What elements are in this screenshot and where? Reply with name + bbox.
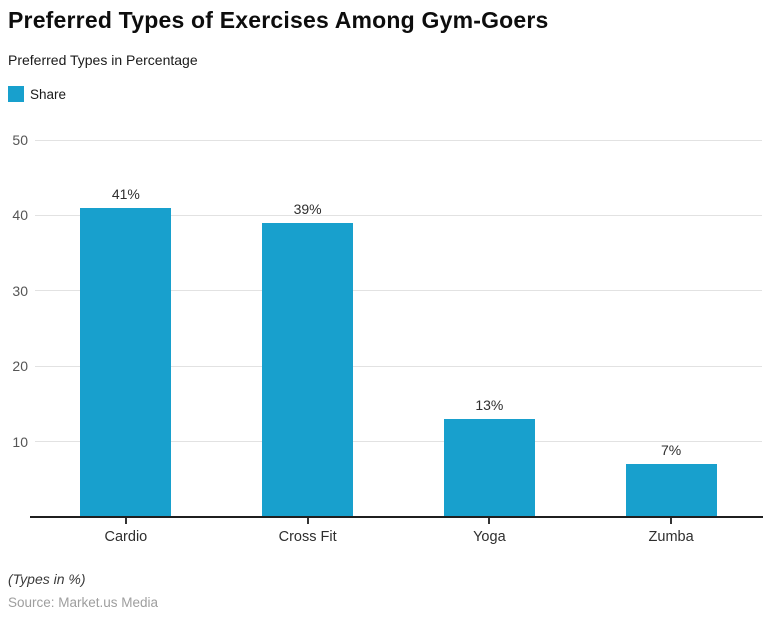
legend-swatch-icon (8, 86, 24, 102)
bar (80, 207, 172, 517)
chart-subtitle: Preferred Types in Percentage (8, 52, 198, 68)
y-axis-label: 40 (12, 207, 28, 224)
bar (625, 464, 717, 517)
gridline (35, 365, 762, 367)
x-axis-tick (670, 518, 673, 524)
bar-value-label: 39% (293, 200, 322, 217)
bar-value-label: 41% (111, 185, 140, 202)
x-axis-label: Yoga (473, 529, 506, 545)
chart-title: Preferred Types of Exercises Among Gym-G… (8, 7, 549, 33)
x-axis-tick (124, 518, 127, 524)
legend-label: Share (30, 86, 67, 102)
y-axis-label: 20 (12, 358, 28, 375)
axis-units-note: (Types in %) (8, 571, 86, 587)
x-axis-line (30, 516, 763, 518)
bar (443, 418, 535, 517)
y-axis-label: 10 (12, 433, 28, 450)
gridline (35, 214, 762, 216)
bar-value-label: 7% (661, 442, 682, 459)
gridline (35, 290, 762, 292)
x-axis-label: Cardio (104, 529, 148, 545)
y-axis-label: 50 (12, 132, 28, 148)
x-axis-tick (488, 518, 491, 524)
y-axis-label: 30 (12, 282, 28, 299)
bar-value-label: 13% (475, 396, 504, 413)
legend: Share (8, 86, 66, 102)
x-axis-tick (306, 518, 309, 524)
source-attribution: Source: Market.us Media (8, 595, 159, 610)
gridline (35, 139, 762, 141)
gridline (35, 441, 762, 443)
bar (262, 222, 354, 517)
x-axis-label: Zumba (648, 529, 694, 545)
x-axis-label: Cross Fit (278, 529, 337, 545)
